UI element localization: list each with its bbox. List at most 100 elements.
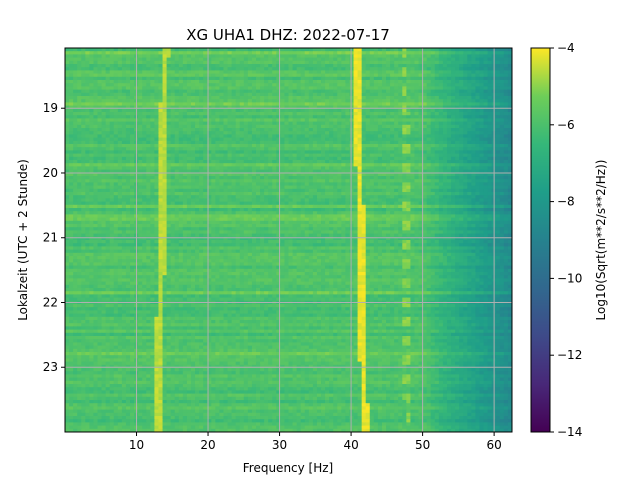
spectrogram-cell xyxy=(434,179,440,183)
spectrogram-cell xyxy=(381,182,387,187)
spectrogram-cell xyxy=(162,118,168,123)
spectrogram-cell xyxy=(459,182,464,187)
spectrogram-cell xyxy=(280,185,286,190)
spectrogram-cell xyxy=(182,89,188,94)
spectrogram-cell xyxy=(260,185,265,190)
spectrogram-cell xyxy=(341,86,346,91)
spectrogram-cell xyxy=(430,57,436,62)
spectrogram-cell xyxy=(162,67,168,71)
spectrogram-cell xyxy=(394,76,399,81)
spectrogram-cell xyxy=(467,115,472,119)
spectrogram-cell xyxy=(499,131,505,135)
spectrogram-cell xyxy=(138,48,143,52)
spectrogram-cell xyxy=(487,89,493,94)
spectrogram-cell xyxy=(255,115,261,119)
spectrogram-cell xyxy=(272,163,277,167)
spectrogram-cell xyxy=(284,160,290,164)
spectrogram-cell xyxy=(394,80,399,84)
spectrogram-cell xyxy=(304,144,310,148)
spectrogram-cell xyxy=(394,118,399,123)
spectrogram-cell xyxy=(377,99,383,103)
spectrogram-cell xyxy=(113,51,119,55)
spectrogram-cell xyxy=(487,163,493,167)
spectrogram-cell xyxy=(182,118,188,123)
spectrogram-cell xyxy=(304,153,310,158)
spectrogram-cell xyxy=(81,99,86,103)
spectrogram-cell xyxy=(459,51,464,55)
spectrogram-cell xyxy=(308,144,314,148)
spectrogram-cell xyxy=(369,176,375,180)
spectrogram-cell xyxy=(190,48,196,52)
spectrogram-cell xyxy=(321,108,326,113)
spectrogram-cell xyxy=(438,176,444,180)
spectrogram-cell xyxy=(231,70,237,75)
spectrogram-cell xyxy=(235,160,241,164)
spectrogram-cell xyxy=(316,150,322,155)
spectrogram-cell xyxy=(207,172,212,177)
spectrogram-cell xyxy=(414,83,420,87)
spectrogram-cell xyxy=(451,144,456,148)
spectrogram-cell xyxy=(442,176,448,180)
spectrogram-cell xyxy=(410,105,416,110)
spectrogram-cell xyxy=(406,70,412,75)
spectrogram-cell xyxy=(329,163,334,167)
spectrogram-cell xyxy=(361,80,367,84)
spectrogram-cell xyxy=(475,64,481,68)
spectrogram-cell xyxy=(292,137,298,142)
spectrogram-cell xyxy=(239,153,245,158)
spectrogram-cell xyxy=(369,160,375,164)
spectrogram-cell xyxy=(280,121,286,126)
spectrogram-cell xyxy=(288,57,294,62)
spectrogram-cell xyxy=(321,80,326,84)
spectrogram-cell xyxy=(125,115,131,119)
spectrogram-cell xyxy=(268,99,273,103)
spectrogram-cell xyxy=(195,99,200,103)
spectrogram-cell xyxy=(260,105,265,110)
spectrogram-cell xyxy=(77,96,82,100)
spectrogram-cell xyxy=(337,169,342,174)
spectrogram-cell xyxy=(483,131,489,135)
spectrogram-cell xyxy=(442,51,448,55)
spectrogram-cell xyxy=(495,179,501,183)
spectrogram-cell xyxy=(85,160,90,164)
spectrogram-cell xyxy=(361,54,367,59)
spectrogram-cell xyxy=(483,57,489,62)
spectrogram-cell xyxy=(495,121,501,126)
spectrogram-cell xyxy=(97,156,103,161)
spectrogram-cell xyxy=(121,179,127,183)
spectrogram-cell xyxy=(105,105,111,110)
spectrogram-cell xyxy=(369,185,375,190)
spectrogram-cell xyxy=(446,124,452,129)
spectrogram-cell xyxy=(223,86,229,91)
spectrogram-cell xyxy=(162,172,168,177)
spectrogram-cell xyxy=(125,108,131,113)
spectrogram-cell xyxy=(353,57,359,62)
spectrogram-cell xyxy=(109,172,115,177)
spectrogram-cell xyxy=(272,134,277,139)
spectrogram-cell xyxy=(170,92,176,97)
spectrogram-cell xyxy=(280,54,286,59)
spectrogram-cell xyxy=(190,86,196,91)
spectrogram-cell xyxy=(158,108,164,113)
spectrogram-cell xyxy=(130,51,135,55)
spectrogram-cell xyxy=(231,192,237,196)
spectrogram-cell xyxy=(125,169,131,174)
spectrogram-cell xyxy=(207,67,212,71)
spectrogram-cell xyxy=(422,54,428,59)
spectrogram-cell xyxy=(373,105,379,110)
spectrogram-cell xyxy=(499,185,505,190)
spectrogram-cell xyxy=(381,185,387,190)
spectrogram-cell xyxy=(81,188,86,193)
spectrogram-cell xyxy=(231,169,237,174)
spectrogram-cell xyxy=(195,48,200,52)
spectrogram-cell xyxy=(89,140,95,145)
spectrogram-cell xyxy=(239,64,245,68)
spectrogram-cell xyxy=(426,163,432,167)
spectrogram-cell xyxy=(219,121,225,126)
spectrogram-cell xyxy=(105,76,111,81)
spectrogram-cell xyxy=(487,51,493,55)
spectrogram-cell xyxy=(381,70,387,75)
spectrogram-cell xyxy=(154,137,160,142)
spectrogram-cell xyxy=(130,147,135,151)
spectrogram-cell xyxy=(463,67,468,71)
